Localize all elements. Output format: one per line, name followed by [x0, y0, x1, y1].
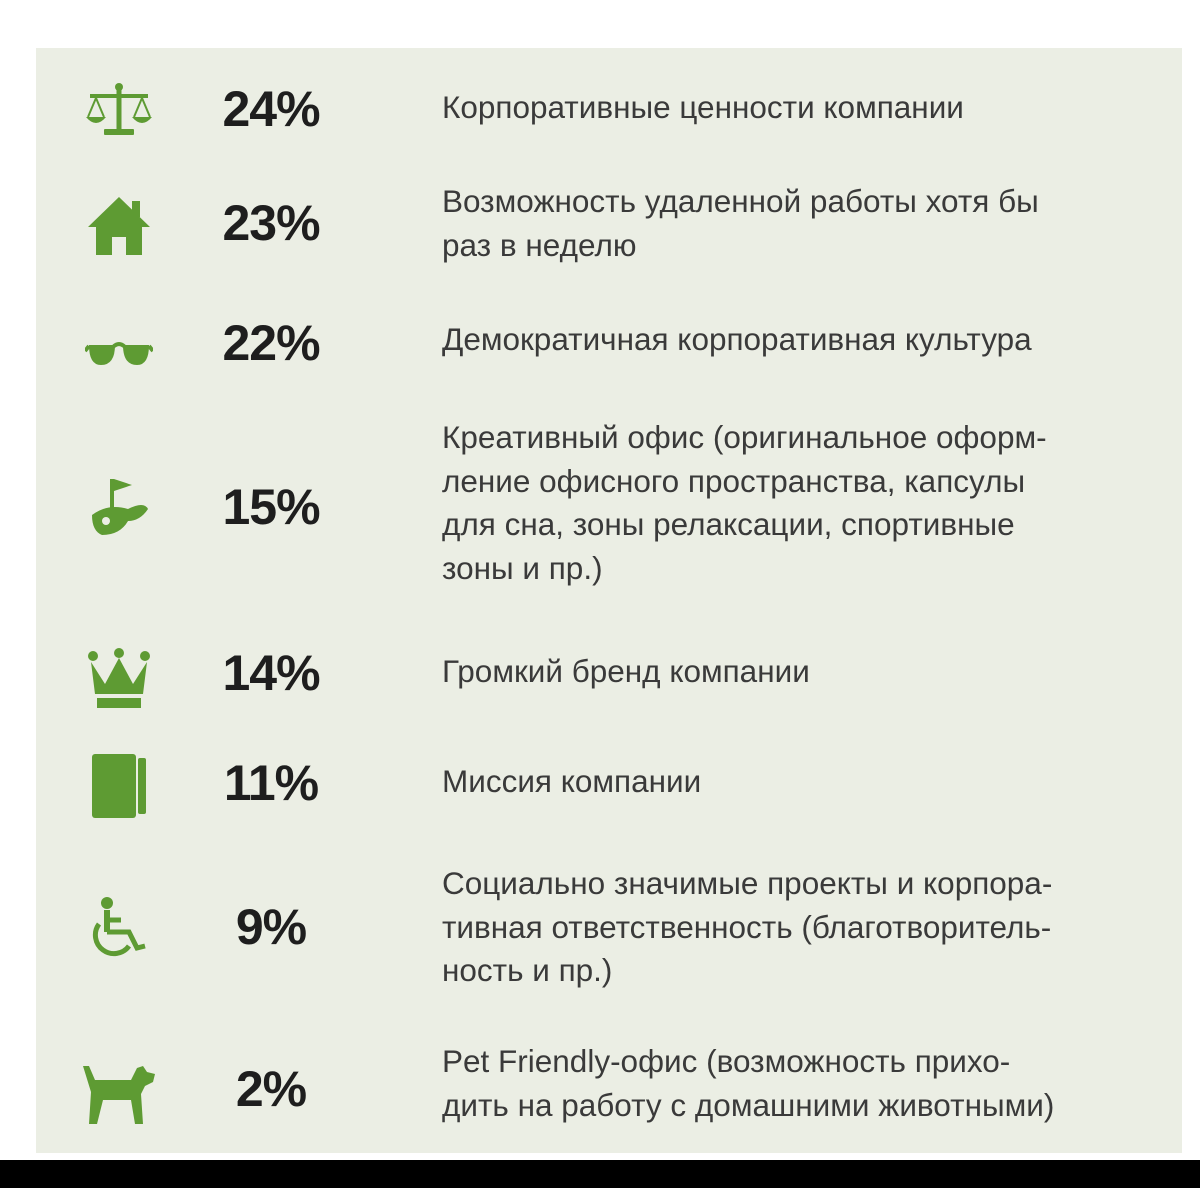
house-icon [74, 186, 164, 266]
chart-row-pets: 2% Pet Friendly-офис (возможность прихо-… [36, 1040, 1182, 1140]
chart-row-remote: 23% Возможность удаленной работы хотя бы… [36, 180, 1182, 270]
chart-row-values: 24% Корпоративные ценности компании [36, 78, 1182, 142]
chart-row-office: 15% Креативный офис (оригинальное оформ-… [36, 416, 1182, 592]
category-label: Социально значимые проекты и корпора- ти… [442, 865, 1053, 988]
value-label: 2% [235, 1061, 307, 1117]
chart-row-brand: 14% Громкий бренд компании [36, 644, 1182, 714]
value-label: 9% [235, 899, 307, 955]
category-label: Креативный офис (оригинальное оформ- лен… [442, 419, 1047, 586]
book-icon [74, 748, 164, 824]
category-label: Демократичная корпоративная культура [442, 321, 1032, 357]
chart-row-culture: 22% Демократичная корпоративная культура [36, 312, 1182, 376]
crown-icon [74, 644, 164, 714]
category-label: Pet Friendly-офис (возможность прихо- ди… [442, 1043, 1055, 1123]
scales-icon [74, 78, 164, 142]
value-label: 23% [222, 195, 320, 251]
value-label: 24% [222, 81, 320, 137]
wheelchair-icon [74, 892, 164, 966]
value-label: 14% [222, 645, 320, 701]
chart-row-mission: 11% Миссия компании [36, 748, 1182, 824]
category-label: Миссия компании [442, 763, 702, 799]
chart-panel [36, 48, 1182, 1153]
value-label: 15% [222, 479, 320, 535]
chart-row-social: 9% Социально значимые проекты и корпора-… [36, 862, 1182, 994]
value-label: 11% [223, 755, 319, 811]
sunglasses-icon [74, 320, 164, 384]
golf-icon [74, 472, 164, 542]
bottom-bar [0, 1160, 1200, 1188]
value-label: 22% [222, 315, 320, 371]
dog-icon [74, 1056, 164, 1132]
category-label: Корпоративные ценности компании [442, 89, 964, 125]
category-label: Громкий бренд компании [442, 653, 810, 689]
category-label: Возможность удаленной работы хотя бы раз… [442, 183, 1039, 263]
